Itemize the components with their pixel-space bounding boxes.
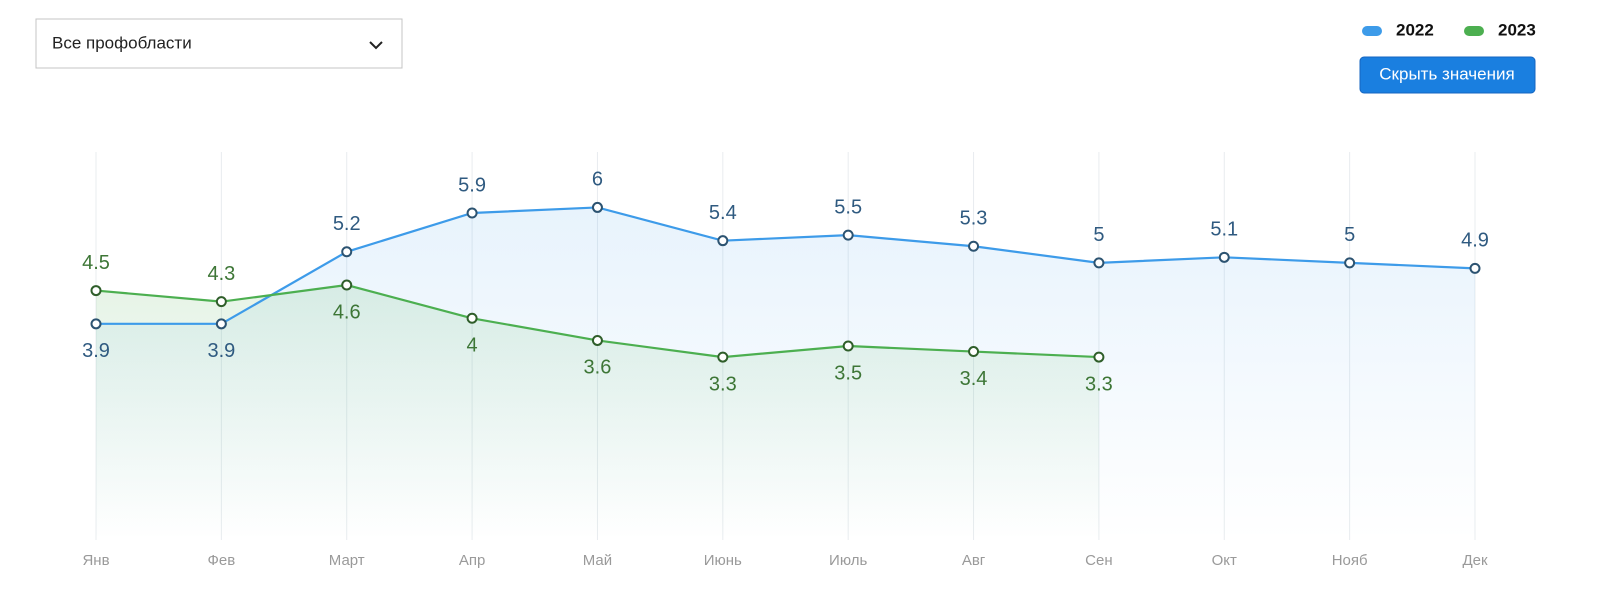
series-line xyxy=(96,206,1476,325)
data-label: 5.3 xyxy=(960,208,988,230)
button-label: Скрыть значения xyxy=(1379,64,1514,83)
point xyxy=(466,207,478,219)
data-label: 4.5 xyxy=(82,252,110,274)
point xyxy=(466,312,478,324)
button-box[interactable] xyxy=(1359,56,1536,94)
legend-swatch xyxy=(1362,26,1382,36)
point xyxy=(842,340,854,352)
legend-label: 2023 xyxy=(1498,20,1536,39)
point xyxy=(215,296,227,308)
point xyxy=(341,246,353,258)
data-label: 3.9 xyxy=(82,340,110,362)
point xyxy=(1218,251,1230,263)
x-tick-label: Окт xyxy=(1212,552,1237,569)
data-label: 5 xyxy=(1344,224,1355,246)
point xyxy=(717,235,729,247)
data-label: 4.6 xyxy=(333,301,361,323)
data-label: 5.5 xyxy=(834,196,862,218)
point xyxy=(842,229,854,241)
data-label: 4.9 xyxy=(1461,230,1489,252)
x-tick-label: Сен xyxy=(1085,552,1112,569)
point xyxy=(90,285,102,297)
point xyxy=(90,318,102,330)
x-tick-label: Июнь xyxy=(704,552,742,569)
point xyxy=(591,334,603,346)
x-tick-label: Янв xyxy=(82,552,109,569)
point xyxy=(968,240,980,252)
data-label: 3.6 xyxy=(584,357,612,379)
point xyxy=(1344,257,1356,269)
point xyxy=(717,351,729,363)
legend-swatch xyxy=(1464,26,1484,36)
dropdown-box[interactable] xyxy=(35,18,403,69)
data-label: 5.2 xyxy=(333,213,361,235)
point xyxy=(341,279,353,291)
legend-label: 2022 xyxy=(1396,20,1434,39)
x-tick-label: Авг xyxy=(962,552,986,569)
point xyxy=(1093,257,1105,269)
point xyxy=(1093,351,1105,363)
x-tick-label: Март xyxy=(329,552,365,569)
point xyxy=(1469,262,1481,274)
data-label: 3.5 xyxy=(834,362,862,384)
data-label: 3.3 xyxy=(709,373,737,395)
data-label: 6 xyxy=(592,169,603,191)
x-tick-label: Май xyxy=(583,552,612,569)
data-label: 5.9 xyxy=(458,174,486,196)
x-tick-label: Июль xyxy=(829,552,867,569)
data-label: 4.3 xyxy=(207,263,235,285)
point xyxy=(215,318,227,330)
data-label: 3.4 xyxy=(960,368,988,390)
x-tick-label: Апр xyxy=(459,552,485,569)
data-label: 5.1 xyxy=(1210,219,1238,241)
x-tick-label: Нояб xyxy=(1332,552,1368,569)
button[interactable]: Скрыть значения xyxy=(1359,56,1536,94)
x-tick-label: Фев xyxy=(208,552,236,569)
x-tick-label: Дек xyxy=(1462,552,1488,569)
chevron xyxy=(369,41,383,50)
point xyxy=(591,201,603,213)
data-label: 4 xyxy=(467,335,478,357)
point xyxy=(968,346,980,358)
data-label: 5.4 xyxy=(709,202,737,224)
dropdown[interactable]: Все профобласти xyxy=(35,18,403,69)
dropdown-label: Все профобласти xyxy=(52,33,192,52)
data-label: 3.3 xyxy=(1085,373,1113,395)
data-label: 3.9 xyxy=(207,340,235,362)
data-label: 5 xyxy=(1093,224,1104,246)
